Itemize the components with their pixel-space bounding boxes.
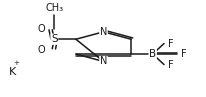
Text: S: S <box>51 34 57 44</box>
Text: N: N <box>99 27 107 37</box>
Text: K: K <box>8 67 15 77</box>
Text: CH₃: CH₃ <box>45 3 63 13</box>
Text: B: B <box>148 49 156 59</box>
Text: F: F <box>181 49 186 59</box>
Text: O: O <box>37 24 45 34</box>
Text: F: F <box>167 60 173 70</box>
Text: +: + <box>14 60 19 66</box>
Text: F: F <box>167 39 173 48</box>
Text: O: O <box>37 45 45 55</box>
Text: N: N <box>99 56 107 66</box>
